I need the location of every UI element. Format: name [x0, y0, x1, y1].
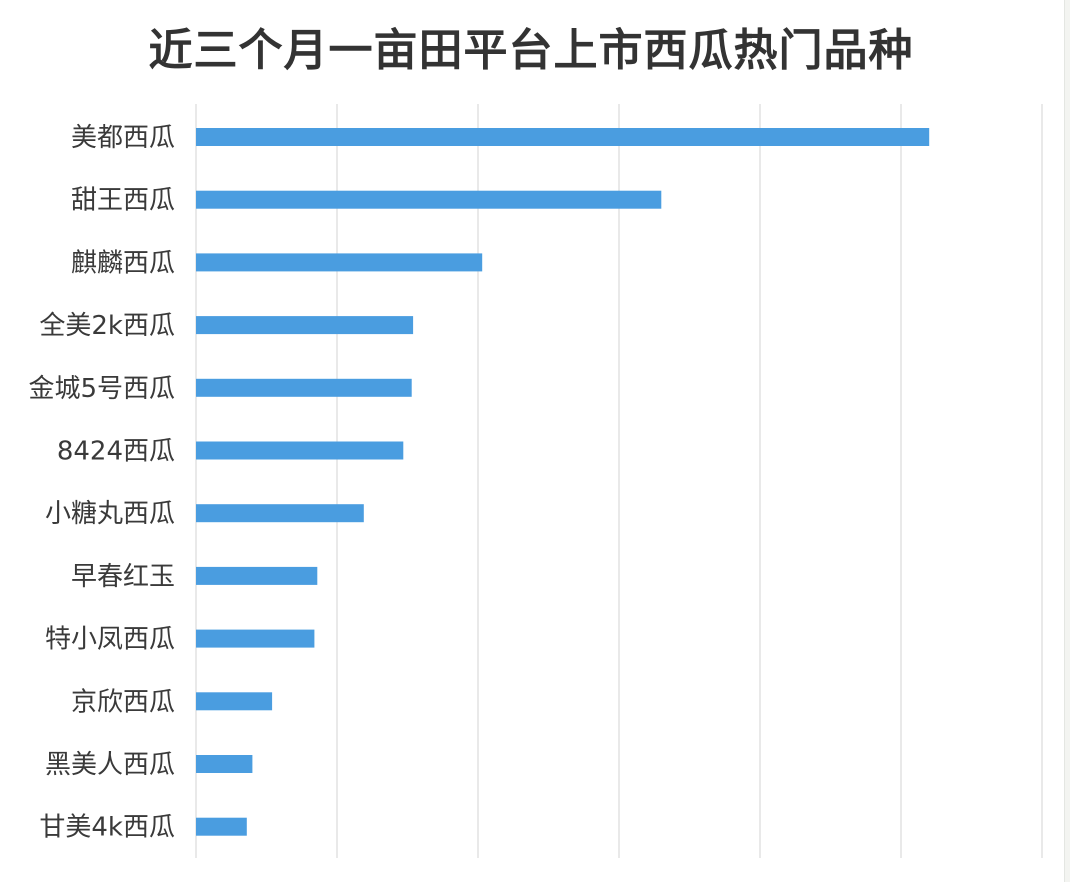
- bar: [196, 316, 414, 335]
- category-label: 甘美4k西瓜: [39, 813, 175, 843]
- category-label: 甜王西瓜: [71, 186, 175, 216]
- category-label: 8424西瓜: [57, 437, 175, 467]
- bar: [196, 190, 662, 209]
- category-label: 麒麟西瓜: [71, 248, 175, 278]
- category-label: 早春红玉: [71, 562, 175, 592]
- category-label: 特小凤西瓜: [45, 625, 175, 655]
- bar: [196, 441, 404, 460]
- bar: [196, 566, 318, 585]
- grid-lines: [195, 104, 1043, 858]
- category-label: 小糖丸西瓜: [45, 499, 175, 529]
- category-label: 金城5号西瓜: [28, 374, 175, 404]
- category-label: 黑美人西瓜: [45, 750, 175, 780]
- bar: [196, 128, 930, 146]
- bars: [196, 128, 930, 836]
- bar: [196, 692, 273, 711]
- bar: [196, 253, 483, 272]
- bar: [196, 755, 253, 773]
- window-edge: [1064, 0, 1070, 882]
- bar: [196, 817, 247, 836]
- bar: [196, 629, 315, 648]
- bar: [196, 504, 364, 523]
- bar: [196, 378, 412, 397]
- category-label: 美都西瓜: [71, 123, 175, 153]
- category-label: 全美2k西瓜: [39, 311, 175, 341]
- category-label: 京欣西瓜: [71, 687, 175, 717]
- chart-title: 近三个月一亩田平台上市西瓜热门品种: [148, 25, 914, 76]
